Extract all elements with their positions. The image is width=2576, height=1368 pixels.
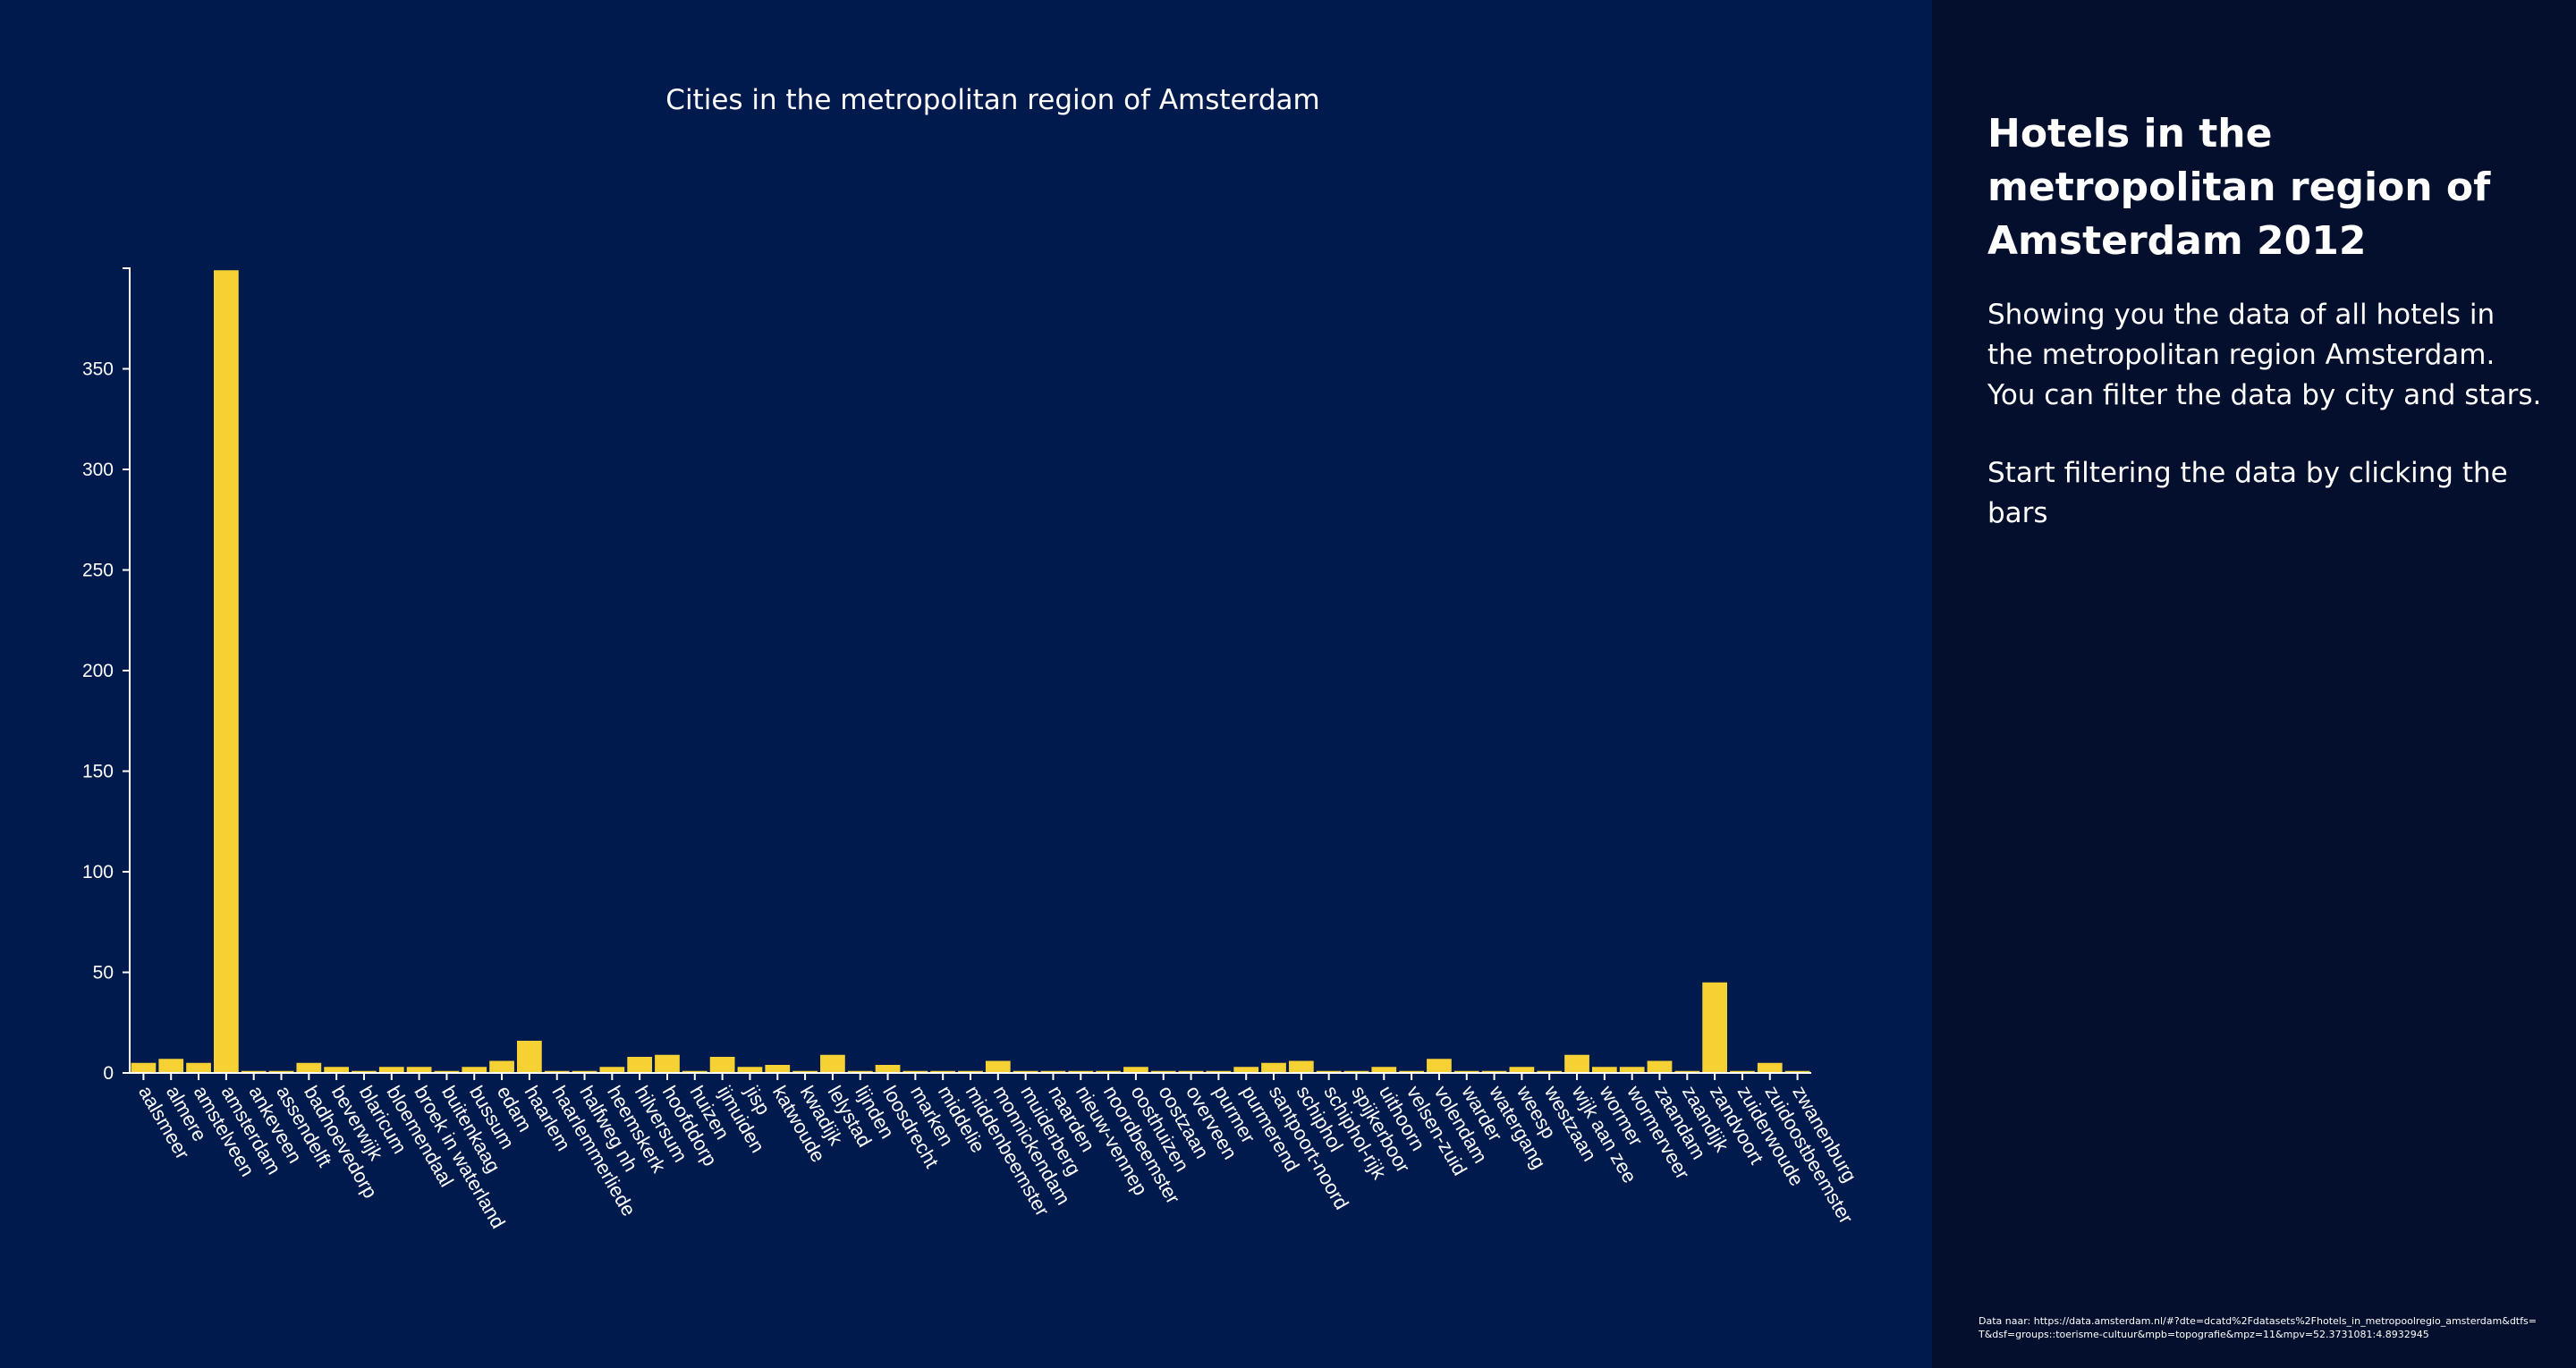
y-tick-label: 50 bbox=[93, 963, 114, 984]
bar-nieuw-vennep[interactable] bbox=[1068, 1070, 1094, 1073]
y-tick-label: 350 bbox=[82, 359, 114, 380]
bar-schiphol[interactable] bbox=[1288, 1060, 1314, 1074]
bar-oosthuizen[interactable] bbox=[1123, 1067, 1148, 1073]
bar-halfweg-nh[interactable] bbox=[572, 1070, 597, 1073]
bar-blaricum[interactable] bbox=[352, 1070, 377, 1073]
y-tick-label: 0 bbox=[103, 1063, 114, 1084]
bar-zwanenburg[interactable] bbox=[1784, 1070, 1810, 1073]
bar-kwadijk[interactable] bbox=[792, 1070, 818, 1073]
bar-huizen[interactable] bbox=[682, 1070, 708, 1073]
chart-panel: Cities in the metropolitan region of Ams… bbox=[0, 0, 1932, 1368]
bar-zandvoort[interactable] bbox=[1702, 982, 1727, 1073]
bar-marken[interactable] bbox=[902, 1070, 928, 1073]
bar-amsterdam[interactable] bbox=[214, 270, 239, 1073]
page-description: Showing you the data of all hotels in th… bbox=[1987, 299, 2542, 411]
bar-heemskerk[interactable] bbox=[599, 1067, 625, 1073]
bar-weesp[interactable] bbox=[1509, 1067, 1535, 1073]
bar-oostzaan[interactable] bbox=[1150, 1070, 1176, 1073]
bar-haarlem[interactable] bbox=[517, 1041, 542, 1073]
bar-ijmuiden[interactable] bbox=[709, 1057, 735, 1073]
bar-volendam[interactable] bbox=[1427, 1059, 1452, 1073]
y-tick-label: 200 bbox=[82, 661, 114, 681]
bar-schiphol-rijk[interactable] bbox=[1316, 1070, 1342, 1073]
bar-middenbeemster[interactable] bbox=[958, 1070, 983, 1073]
bar-edam[interactable] bbox=[489, 1060, 514, 1074]
bar-hilversum[interactable] bbox=[627, 1057, 653, 1073]
bar-purmer[interactable] bbox=[1206, 1070, 1232, 1073]
bar-overveen[interactable] bbox=[1178, 1070, 1204, 1073]
y-tick-label: 100 bbox=[82, 862, 114, 882]
bar-chart: 0 50 100 150 200 250 300 350 aalsmeeralmereamst… bbox=[82, 267, 1861, 1232]
filter-instruction: Start filtering the data by clicking the… bbox=[1987, 457, 2508, 529]
bar-wormer[interactable] bbox=[1591, 1067, 1617, 1073]
y-axis: 0 50 100 150 200 250 300 350 bbox=[82, 267, 131, 1084]
bar-loosdrecht[interactable] bbox=[875, 1065, 901, 1073]
bar-wormerveer[interactable] bbox=[1619, 1067, 1645, 1073]
x-axis: aalsmeeralmereamstelveenamsterdamankevee… bbox=[130, 1072, 1861, 1232]
bar-beverwijk[interactable] bbox=[324, 1067, 350, 1073]
bar-watergang[interactable] bbox=[1481, 1070, 1507, 1073]
bar-broek-in-waterland[interactable] bbox=[406, 1067, 432, 1073]
y-tick-label: 250 bbox=[82, 561, 114, 581]
bar-haarlemmerliede[interactable] bbox=[544, 1070, 570, 1073]
bar-zaandam[interactable] bbox=[1647, 1060, 1673, 1074]
bar-middelie[interactable] bbox=[930, 1070, 956, 1073]
info-sidebar: Hotels in the metropolitan region of Ams… bbox=[1932, 0, 2576, 1368]
page-title: Hotels in the metropolitan region of Ams… bbox=[1987, 111, 2491, 264]
bar-warder[interactable] bbox=[1453, 1070, 1479, 1073]
bar-jisp[interactable] bbox=[737, 1067, 763, 1073]
bar-zuidoostbeemster[interactable] bbox=[1757, 1062, 1783, 1073]
bar-zuiderwoude[interactable] bbox=[1730, 1070, 1755, 1073]
bar-amstelveen[interactable] bbox=[186, 1062, 211, 1073]
bar-aalsmeer[interactable] bbox=[131, 1062, 157, 1073]
bar-hoofddorp[interactable] bbox=[655, 1054, 680, 1073]
y-tick-label: 300 bbox=[82, 460, 114, 480]
bar-almere[interactable] bbox=[158, 1059, 184, 1073]
bar-katwoude[interactable] bbox=[765, 1065, 791, 1073]
y-tick-label: 150 bbox=[82, 762, 114, 782]
bar-bloemendaal[interactable] bbox=[378, 1067, 404, 1073]
chart-title: Cities in the metropolitan region of Ams… bbox=[665, 84, 1320, 116]
bar-buitenkaag[interactable] bbox=[434, 1070, 460, 1073]
bar-velsen-zuid[interactable] bbox=[1399, 1070, 1424, 1073]
bar-naarden[interactable] bbox=[1040, 1070, 1066, 1073]
bar-uithoorn[interactable] bbox=[1371, 1067, 1397, 1073]
bar-lijnden[interactable] bbox=[847, 1070, 873, 1073]
bar-noordbeemster[interactable] bbox=[1096, 1070, 1121, 1073]
bar-monnickendam[interactable] bbox=[985, 1060, 1011, 1074]
data-source: Data naar: https://data.amsterdam.nl/#?d… bbox=[1979, 1315, 2537, 1340]
bars-group bbox=[131, 270, 1810, 1073]
bar-bussum[interactable] bbox=[462, 1067, 487, 1073]
bar-ankeveen[interactable] bbox=[241, 1070, 267, 1073]
bar-muiderberg[interactable] bbox=[1013, 1070, 1038, 1073]
bar-badhoevedorp[interactable] bbox=[296, 1062, 322, 1073]
bar-westzaan[interactable] bbox=[1537, 1070, 1563, 1073]
bar-santpoort-noord[interactable] bbox=[1261, 1062, 1286, 1073]
bar-wijk-aan-zee[interactable] bbox=[1564, 1054, 1589, 1073]
bar-assendelft[interactable] bbox=[268, 1070, 294, 1073]
bar-purmerend[interactable] bbox=[1233, 1067, 1259, 1073]
bar-spijkerboor[interactable] bbox=[1343, 1070, 1369, 1073]
bar-zaandijk[interactable] bbox=[1674, 1070, 1700, 1073]
bar-lelystad[interactable] bbox=[820, 1054, 845, 1073]
